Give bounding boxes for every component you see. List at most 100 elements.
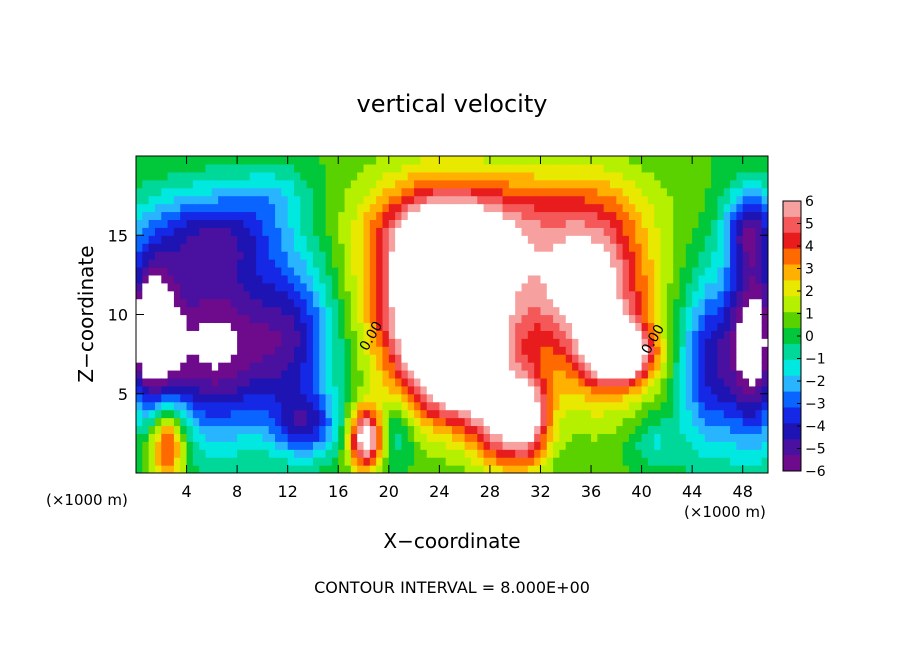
heat-cell (401, 314, 409, 324)
heat-cell (597, 211, 605, 220)
heat-cell (647, 354, 655, 363)
heat-cell (275, 219, 282, 228)
heat-cell (565, 449, 573, 458)
heat-cell (161, 377, 169, 387)
heat-cell (761, 393, 768, 403)
heat-cell (344, 227, 352, 236)
heat-cell (692, 346, 700, 355)
heat-cell (749, 369, 756, 379)
heat-cell (243, 179, 251, 189)
heat-cell (281, 433, 289, 442)
heat-cell (319, 425, 327, 434)
heat-cell (376, 409, 384, 419)
heat-cell (717, 219, 725, 228)
heat-cell (148, 235, 156, 244)
heat-cell (275, 282, 282, 292)
heat-cell (388, 465, 396, 473)
heat-cell (218, 465, 226, 473)
heat-cell (628, 298, 636, 308)
heat-cell (262, 243, 270, 252)
heat-cell (401, 251, 409, 260)
heat-cell (319, 441, 327, 450)
heat-cell (218, 235, 226, 244)
heat-cell (761, 441, 768, 450)
heat-cell (591, 227, 598, 236)
heat-cell (730, 449, 737, 458)
heat-cell (268, 243, 276, 252)
heat-cell (717, 211, 725, 220)
heat-cell (287, 377, 295, 387)
heat-cell (344, 369, 352, 379)
heat-cell (647, 251, 655, 260)
heat-cell (654, 433, 662, 442)
heat-cell (527, 362, 535, 371)
heat-cell (388, 171, 396, 181)
heat-cell (666, 171, 674, 181)
heat-cell (167, 362, 175, 371)
heat-cell (578, 266, 586, 276)
heat-cell (464, 362, 472, 371)
heat-cell (635, 409, 643, 419)
heat-cell (641, 385, 649, 395)
heat-cell (470, 243, 478, 252)
heat-cell (395, 369, 403, 379)
heat-cell (502, 322, 510, 331)
heat-cell (597, 449, 605, 458)
heat-cell (154, 425, 162, 434)
heat-cell (249, 417, 257, 427)
heat-cell (749, 187, 756, 197)
heat-cell (641, 203, 649, 213)
heat-cell (306, 322, 314, 331)
heat-cell (154, 235, 162, 244)
heat-cell (281, 346, 289, 355)
heat-cell (559, 282, 567, 292)
heat-cell (546, 465, 554, 473)
heat-cell (357, 290, 365, 300)
colorbar-swatch (783, 232, 801, 250)
heat-cell (420, 203, 428, 213)
heat-cell (553, 187, 561, 197)
heat-cell (477, 306, 485, 316)
heat-cell (357, 425, 365, 434)
heat-cell (148, 227, 156, 236)
heat-cell (641, 219, 649, 228)
heat-cell (654, 393, 662, 403)
heat-cell (433, 156, 440, 165)
heat-cell (452, 425, 459, 434)
heat-cell (426, 314, 434, 324)
heat-cell (369, 354, 377, 363)
heat-cell (502, 457, 510, 466)
heat-cell (641, 417, 649, 427)
heat-cell (584, 425, 592, 434)
heat-cell (723, 243, 731, 252)
heat-cell (610, 235, 617, 244)
heat-cell (534, 251, 542, 260)
heat-cell (230, 243, 238, 252)
heat-cell (426, 235, 434, 244)
heat-cell (173, 227, 181, 236)
heat-cell (325, 243, 333, 252)
heat-cell (312, 203, 320, 213)
heat-cell (628, 259, 636, 268)
heat-cell (591, 243, 598, 252)
heat-cell (344, 195, 352, 205)
heat-cell (515, 385, 523, 395)
heat-cell (401, 290, 409, 300)
heat-cell (622, 417, 630, 427)
heat-cell (420, 211, 428, 220)
heat-cell (211, 425, 219, 434)
heat-cell (628, 385, 636, 395)
heat-cell (401, 179, 409, 189)
heat-cell (148, 266, 156, 276)
heat-cell (502, 298, 510, 308)
heat-cell (388, 163, 396, 173)
heat-cell (237, 449, 245, 458)
heat-cell (306, 362, 314, 371)
heat-cell (445, 377, 453, 387)
heat-cell (698, 401, 706, 411)
heat-cell (230, 409, 238, 419)
heat-cell (559, 211, 567, 220)
heat-cell (294, 417, 301, 427)
heat-cell (167, 243, 175, 252)
heat-cell (704, 211, 712, 220)
